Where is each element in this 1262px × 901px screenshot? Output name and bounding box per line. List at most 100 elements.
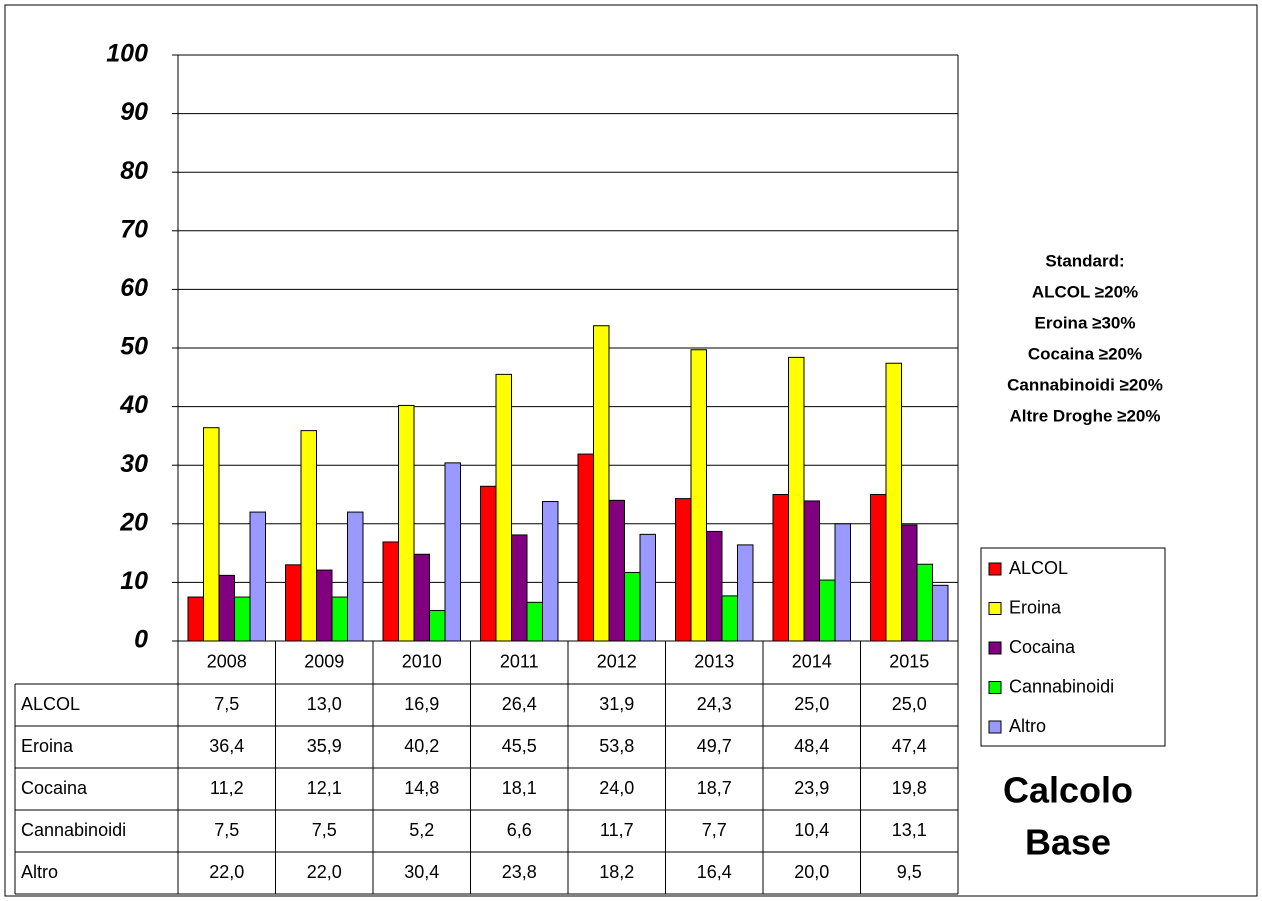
legend-swatch (988, 681, 1002, 694)
x-tick-label: 2011 (500, 651, 539, 671)
table-value: 7,5 (214, 694, 239, 714)
note: Base (1025, 822, 1111, 863)
bar (316, 569, 333, 642)
y-tick-label: 0 (134, 626, 148, 654)
x-tick-label: 2015 (889, 651, 929, 671)
table-value: 53,8 (599, 736, 634, 756)
bar (187, 596, 204, 642)
legend-label: Altro (1009, 716, 1046, 736)
x-tick-label: 2010 (402, 651, 442, 671)
bar (577, 453, 594, 642)
table-value: 30,4 (404, 862, 439, 882)
table-value: 26,4 (502, 694, 537, 714)
chart-border (4, 4, 1258, 897)
x-tick-label: 2008 (207, 651, 247, 671)
table-value: 7,7 (702, 820, 727, 840)
table-value: 18,1 (502, 778, 537, 798)
bar (737, 544, 754, 642)
y-tick-label: 90 (120, 98, 148, 126)
bar (834, 523, 851, 642)
table-value: 14,8 (404, 778, 439, 798)
bar (901, 524, 918, 642)
table-value: 36,4 (209, 736, 244, 756)
legend-box (980, 547, 1166, 747)
table-value: 47,4 (892, 736, 927, 756)
bar (608, 499, 625, 642)
bar (526, 601, 543, 642)
y-tick-label: 80 (120, 157, 148, 185)
table-value: 10,4 (794, 820, 829, 840)
table-value: 23,9 (794, 778, 829, 798)
table-value: 19,8 (892, 778, 927, 798)
bar (690, 349, 707, 642)
y-tick-label: 10 (120, 567, 148, 595)
bar (398, 404, 415, 642)
y-tick-label: 20 (119, 508, 148, 536)
y-tick-label: 30 (120, 450, 148, 478)
table-value: 35,9 (307, 736, 342, 756)
bar (819, 579, 836, 642)
table-value: 7,5 (214, 820, 239, 840)
bar (675, 498, 692, 642)
bar (511, 534, 528, 642)
table-value: 9,5 (897, 862, 922, 882)
bar (916, 563, 933, 642)
table-value: 6,6 (507, 820, 532, 840)
bar (203, 427, 220, 642)
table-value: 31,9 (599, 694, 634, 714)
bar (429, 610, 446, 642)
bar (788, 356, 805, 642)
annotation: Cannabinoidi ≥20% (1007, 375, 1163, 394)
table-value: 5,2 (409, 820, 434, 840)
annotation: Altre Droghe ≥20% (1009, 406, 1160, 425)
table-value: 18,2 (599, 862, 634, 882)
bar (803, 500, 820, 642)
bar (444, 462, 461, 642)
annotation: Standard: (1045, 251, 1124, 270)
x-tick-label: 2014 (792, 651, 832, 671)
bar (347, 511, 364, 642)
bar (249, 511, 266, 642)
bar (218, 574, 235, 642)
legend-label: ALCOL (1009, 558, 1068, 578)
bar (624, 571, 641, 642)
annotation: Cocaina ≥20% (1028, 344, 1142, 363)
bar (639, 533, 656, 642)
bar (885, 362, 902, 642)
y-tick-label: 60 (120, 274, 148, 302)
bar (480, 485, 497, 642)
table-value: 13,0 (307, 694, 342, 714)
row-label: ALCOL (21, 694, 80, 714)
table-value: 24,0 (599, 778, 634, 798)
legend-label: Cannabinoidi (1009, 676, 1114, 696)
table-value: 48,4 (794, 736, 829, 756)
bar (593, 325, 610, 642)
table-value: 18,7 (697, 778, 732, 798)
bar (234, 596, 251, 642)
table-value: 25,0 (892, 694, 927, 714)
y-tick-label: 50 (120, 333, 148, 361)
bar (721, 595, 738, 642)
x-tick-label: 2013 (694, 651, 734, 671)
row-label: Cocaina (21, 778, 88, 798)
row-label: Altro (21, 862, 58, 882)
table-value: 40,2 (404, 736, 439, 756)
table-value: 11,2 (210, 778, 244, 798)
table-value: 45,5 (502, 736, 537, 756)
table-value: 49,7 (697, 736, 732, 756)
y-tick-label: 70 (120, 215, 148, 243)
legend-swatch (988, 641, 1002, 655)
row-label: Cannabinoidi (21, 820, 126, 840)
bar (542, 501, 559, 642)
bar (706, 530, 723, 642)
table-value: 20,0 (794, 862, 829, 882)
table-value: 16,4 (697, 862, 732, 882)
annotation: Eroina ≥30% (1035, 313, 1136, 332)
legend-label: Cocaina (1009, 637, 1076, 657)
table-value: 11,7 (600, 820, 634, 840)
bar (285, 564, 302, 642)
table-value: 22,0 (209, 862, 244, 882)
bar (300, 430, 317, 642)
y-tick-label: 40 (119, 391, 148, 419)
